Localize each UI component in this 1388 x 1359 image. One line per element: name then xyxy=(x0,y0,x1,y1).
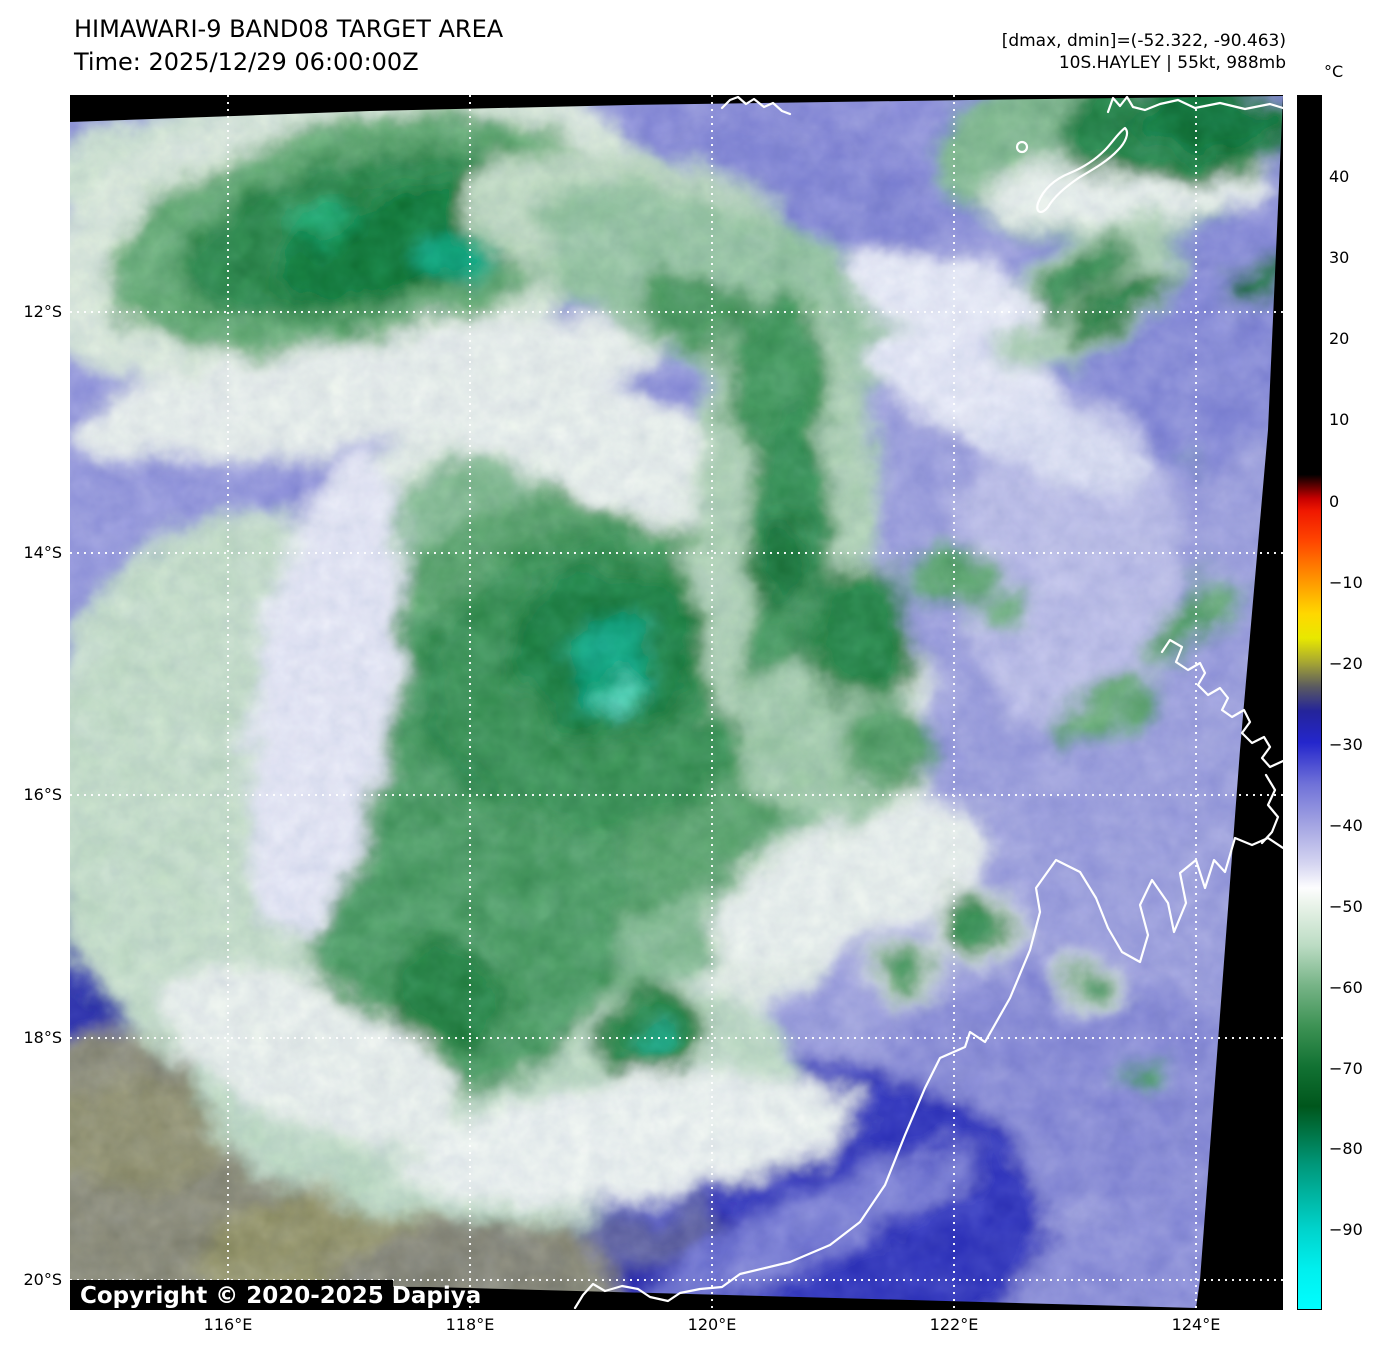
coastline-islet xyxy=(1015,140,1029,154)
copyright-badge: Copyright © 2020-2025 Dapiya xyxy=(70,1280,481,1310)
lat-tick-18s: 18°S xyxy=(23,1028,62,1047)
colorbar-tick: −30 xyxy=(1329,735,1363,754)
coastline-top-right xyxy=(1106,95,1285,114)
satellite-imagery: Copyright © 2020-2025 Dapiya xyxy=(70,95,1285,1310)
lon-tick-122e: 122°E xyxy=(929,1315,979,1334)
colorbar-tick: −10 xyxy=(1329,573,1363,592)
lon-tick-124e: 124°E xyxy=(1171,1315,1221,1334)
colorbar-gradient: 40 30 20 10 0 −10 −20 −30 −40 −50 −60 −7… xyxy=(1297,95,1363,1310)
colorbar-unit-label: °C xyxy=(1324,62,1344,81)
colorbar-tick: −90 xyxy=(1329,1220,1363,1239)
colorbar-tick: 20 xyxy=(1329,329,1350,348)
colorbar-tick: −70 xyxy=(1329,1059,1363,1078)
storm-info: 10S.HAYLEY | 55kt, 988mb xyxy=(1058,53,1286,73)
colorbar-tick: 10 xyxy=(1329,410,1350,429)
coastline-top-centre xyxy=(720,95,792,116)
colorbar-tick: 30 xyxy=(1329,248,1350,267)
copyright-text: Copyright © 2020-2025 Dapiya xyxy=(80,1283,481,1309)
coastline-archipelago xyxy=(1160,638,1285,769)
coastline-australia xyxy=(573,836,1285,1310)
satellite-map-axes: Copyright © 2020-2025 Dapiya xyxy=(70,95,1285,1310)
lat-tick-20s: 20°S xyxy=(23,1270,62,1289)
dmax-dmin-readout: [dmax, dmin]=(-52.322, -90.463) xyxy=(1001,31,1286,51)
page-title: HIMAWARI-9 BAND08 TARGET AREA xyxy=(74,15,504,43)
colorbar-tick: 40 xyxy=(1329,167,1350,186)
lon-tick-120e: 120°E xyxy=(687,1315,737,1334)
colorbar-tick: −50 xyxy=(1329,897,1363,916)
annotation-block: [dmax, dmin]=(-52.322, -90.463) 10S.HAYL… xyxy=(1002,30,1286,74)
timestamp: Time: 2025/12/29 06:00:00Z xyxy=(74,48,419,76)
lon-tick-118e: 118°E xyxy=(445,1315,495,1334)
lon-tick-116e: 116°E xyxy=(203,1315,253,1334)
cloud-shadow-overlay xyxy=(70,96,1283,1308)
lat-tick-16s: 16°S xyxy=(23,785,62,804)
coastline-timor-island xyxy=(1036,126,1129,213)
colorbar-tick: 0 xyxy=(1329,492,1340,511)
colorbar-tick: −60 xyxy=(1329,978,1363,997)
colorbar-tick: −40 xyxy=(1329,816,1363,835)
lat-tick-14s: 14°S xyxy=(23,543,62,562)
coastline-inlet xyxy=(1260,773,1280,845)
data-swath xyxy=(70,96,1283,1308)
colorbar-tick: −20 xyxy=(1329,654,1363,673)
lat-tick-12s: 12°S xyxy=(23,302,62,321)
colorbar-tick: −80 xyxy=(1329,1139,1363,1158)
